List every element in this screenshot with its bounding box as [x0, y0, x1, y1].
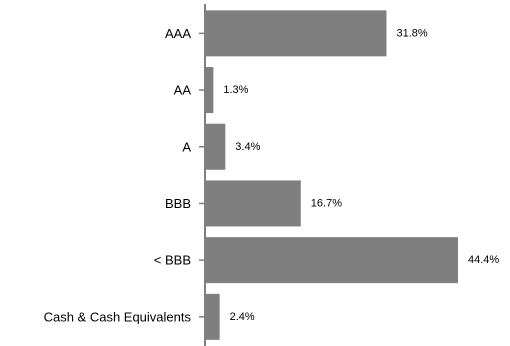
- category-label: BBB: [165, 196, 191, 211]
- value-label: 2.4%: [230, 311, 255, 323]
- category-ticks: [199, 32, 205, 318]
- bar: [206, 237, 458, 284]
- value-labels: 31.8% 1.3% 3.4% 16.7% 44.4% 2.4%: [223, 27, 499, 323]
- bar: [206, 180, 301, 227]
- bars: [206, 10, 458, 340]
- value-label: 3.4%: [235, 141, 260, 153]
- category-label: Cash & Cash Equivalents: [44, 309, 192, 324]
- value-label: 31.8%: [396, 27, 427, 39]
- category-label: A: [182, 139, 191, 154]
- value-label: 44.4%: [468, 254, 499, 266]
- value-label: 1.3%: [223, 84, 248, 96]
- bar: [206, 123, 226, 170]
- bar: [206, 10, 387, 57]
- bar: [206, 293, 220, 340]
- category-label: < BBB: [154, 253, 191, 268]
- category-label: AAA: [165, 26, 191, 41]
- bar: [206, 67, 214, 114]
- value-label: 16.7%: [311, 197, 342, 209]
- category-label: AA: [174, 83, 192, 98]
